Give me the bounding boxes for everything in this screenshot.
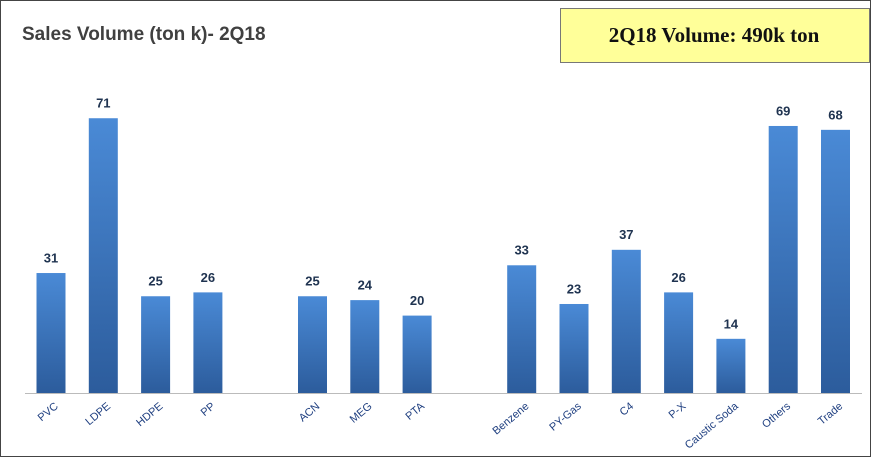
chart-title: Sales Volume (ton k)- 2Q18 — [22, 24, 266, 45]
value-label: 68 — [828, 107, 842, 122]
value-label: 23 — [567, 281, 581, 296]
bar — [298, 296, 327, 393]
bar — [507, 265, 537, 393]
value-label: 20 — [410, 293, 424, 308]
bar — [768, 125, 798, 393]
bar — [611, 249, 641, 393]
value-label: 14 — [724, 316, 739, 331]
bar — [716, 338, 746, 393]
annotation-box — [560, 8, 870, 63]
value-label: 24 — [358, 278, 373, 293]
bar — [350, 300, 380, 393]
bar — [664, 292, 694, 393]
bar — [88, 118, 118, 393]
bar — [141, 296, 171, 393]
bar — [821, 129, 850, 393]
value-label: 26 — [671, 270, 685, 285]
value-label: 25 — [305, 274, 319, 289]
value-label: 37 — [619, 227, 633, 242]
bar — [559, 303, 589, 393]
value-label: 26 — [201, 270, 215, 285]
value-label: 31 — [44, 250, 58, 265]
value-label: 25 — [148, 274, 162, 289]
bar — [402, 315, 432, 393]
value-label: 71 — [96, 96, 110, 111]
bar — [36, 273, 66, 393]
value-label: 69 — [776, 103, 790, 118]
value-label: 33 — [514, 243, 528, 258]
annotation: 2Q18 Volume: 490k ton — [609, 23, 820, 47]
bar — [193, 292, 223, 393]
